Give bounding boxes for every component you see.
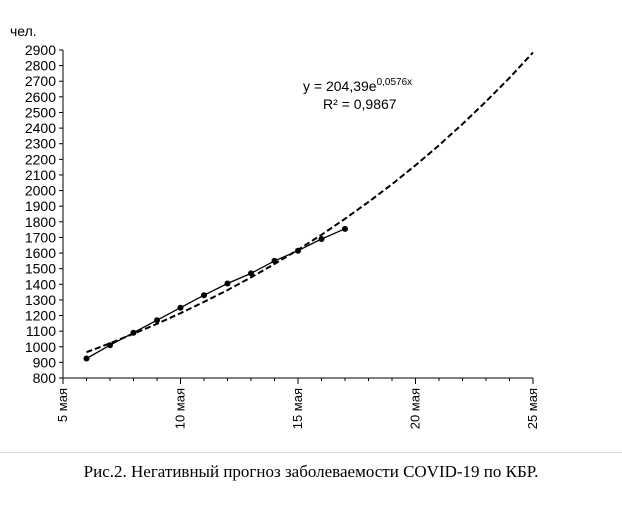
- y-tick-label: 1000: [25, 339, 56, 355]
- data-point: [201, 292, 207, 299]
- y-tick-label: 2600: [25, 89, 56, 105]
- x-tick-label: 20 мая: [408, 388, 423, 429]
- y-axis: 8009001000110012001300140015001600170018…: [25, 42, 64, 386]
- y-tick-label: 1600: [25, 245, 56, 261]
- y-tick-label: 2900: [25, 42, 56, 58]
- y-tick-label: 2100: [25, 167, 56, 183]
- trendline-annotation: y = 204,39e0,0576x R² = 0,9867: [303, 77, 412, 112]
- y-tick-label: 2500: [25, 104, 56, 120]
- trendline-series: [86, 51, 534, 354]
- x-tick-label: 5 мая: [55, 388, 70, 422]
- data-point: [342, 225, 348, 232]
- y-tick-label: 2700: [25, 73, 56, 89]
- data-point: [107, 342, 113, 349]
- data-point: [318, 235, 325, 242]
- y-tick-label: 2800: [25, 58, 56, 74]
- r-squared-label: R² = 0,9867: [323, 96, 397, 112]
- series-group: [83, 51, 534, 362]
- x-tick-label: 15 мая: [290, 388, 305, 429]
- y-tick-label: 1400: [25, 276, 56, 292]
- data-point: [271, 257, 278, 264]
- y-tick-label: 900: [33, 354, 57, 370]
- y-tick-label: 1800: [25, 214, 56, 230]
- y-tick-label: 1700: [25, 229, 56, 245]
- chart-svg: чел. 80090010001100120013001400150016001…: [10, 23, 540, 429]
- y-tick-label: 2300: [25, 136, 56, 152]
- actual-series-line: [86, 228, 346, 360]
- x-axis: 5 мая 10 мая 15 мая 20 мая 25 мая: [55, 377, 540, 429]
- y-tick-label: 1200: [25, 308, 56, 324]
- data-point: [130, 329, 137, 336]
- trendline-equation: y = 204,39e0,0576x: [303, 77, 412, 94]
- data-point: [295, 247, 301, 254]
- y-tick-label: 1500: [25, 261, 56, 277]
- y-tick-label: 800: [33, 370, 57, 386]
- data-point: [248, 270, 254, 277]
- y-tick-label: 1100: [26, 323, 56, 339]
- data-point: [83, 355, 90, 362]
- y-tick-label: 1900: [25, 198, 56, 214]
- data-point: [177, 304, 184, 311]
- data-point: [224, 280, 231, 287]
- y-unit-label: чел.: [10, 23, 37, 39]
- data-point: [154, 317, 160, 324]
- y-tick-label: 2200: [25, 151, 56, 167]
- y-tick-label: 2400: [25, 120, 56, 136]
- y-tick-label: 2000: [25, 183, 56, 199]
- x-tick-label: 10 мая: [173, 388, 188, 429]
- x-tick-label: 25 мая: [525, 388, 540, 429]
- caption-divider: [0, 452, 622, 453]
- y-tick-label: 1300: [25, 292, 56, 308]
- figure-caption: Рис.2. Негативный прогноз заболеваемости…: [83, 462, 539, 481]
